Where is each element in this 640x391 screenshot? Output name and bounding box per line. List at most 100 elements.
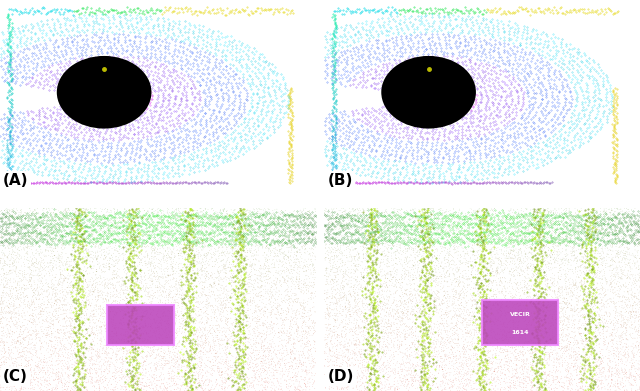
Point xyxy=(472,332,483,338)
Point xyxy=(611,250,621,256)
Point xyxy=(193,212,204,218)
Point xyxy=(397,276,408,282)
Point xyxy=(460,228,470,235)
Point xyxy=(352,375,362,382)
Point xyxy=(459,319,469,325)
Point xyxy=(255,307,266,313)
Point xyxy=(123,347,133,353)
Point xyxy=(326,334,337,340)
Point xyxy=(519,332,529,338)
Point xyxy=(202,305,212,312)
Point xyxy=(284,340,294,346)
Point xyxy=(458,373,468,380)
Point xyxy=(324,245,335,251)
Point xyxy=(607,205,617,212)
Point xyxy=(522,285,532,291)
Point xyxy=(365,266,376,272)
Point xyxy=(34,369,44,376)
Point xyxy=(463,227,473,233)
Point xyxy=(16,209,26,215)
Point xyxy=(523,281,533,287)
Point xyxy=(305,283,316,289)
Point xyxy=(296,235,307,241)
Point xyxy=(145,334,156,340)
Point xyxy=(118,375,128,381)
Point xyxy=(121,351,131,357)
Point xyxy=(547,386,557,391)
Point xyxy=(60,357,70,364)
Point xyxy=(46,315,56,321)
Point xyxy=(12,219,22,226)
Point xyxy=(84,296,94,303)
Point xyxy=(364,230,374,236)
Point xyxy=(385,271,396,278)
Point xyxy=(137,317,147,323)
Point xyxy=(67,247,77,253)
Point xyxy=(35,291,45,298)
Point xyxy=(564,341,574,347)
Point xyxy=(54,280,64,286)
Point xyxy=(218,304,228,310)
Point xyxy=(363,260,373,267)
Point xyxy=(225,261,235,267)
Point xyxy=(182,334,193,340)
Point xyxy=(363,312,373,318)
Point xyxy=(467,329,477,335)
Point xyxy=(475,294,485,300)
Point xyxy=(415,379,426,386)
Point xyxy=(459,346,469,353)
Point xyxy=(282,233,292,239)
Point xyxy=(466,259,476,265)
Point xyxy=(437,316,447,322)
Point xyxy=(239,235,249,241)
Point xyxy=(595,268,605,274)
Point xyxy=(543,264,554,270)
Point xyxy=(221,244,232,250)
Point xyxy=(398,316,408,322)
Point xyxy=(545,326,556,332)
Point xyxy=(266,230,276,236)
Point xyxy=(575,379,585,386)
Point xyxy=(134,208,144,214)
Point xyxy=(346,277,356,283)
Point xyxy=(484,276,494,282)
Point xyxy=(263,287,273,293)
Point xyxy=(29,343,39,349)
Point xyxy=(155,246,165,252)
Point xyxy=(259,343,269,349)
Point xyxy=(212,213,223,220)
Point xyxy=(575,330,585,337)
Point xyxy=(4,210,15,216)
Point xyxy=(296,229,306,235)
Point xyxy=(564,235,574,241)
Point xyxy=(214,321,224,328)
Point xyxy=(59,308,69,314)
Point xyxy=(13,337,23,343)
Point xyxy=(88,269,99,275)
Point xyxy=(35,368,45,375)
Point xyxy=(634,343,640,349)
Point xyxy=(494,216,504,222)
Point xyxy=(392,321,403,327)
Point xyxy=(471,302,481,308)
Point xyxy=(621,369,631,375)
Point xyxy=(3,262,13,268)
Point xyxy=(490,273,500,279)
Point xyxy=(529,273,539,280)
Point xyxy=(383,321,394,327)
Point xyxy=(559,271,570,278)
Point xyxy=(161,330,172,336)
Point xyxy=(499,376,509,382)
Point xyxy=(406,308,417,314)
Point xyxy=(292,299,303,305)
Point xyxy=(193,383,204,389)
Point xyxy=(495,220,505,226)
Point xyxy=(280,222,291,228)
Point xyxy=(360,387,371,391)
Point xyxy=(248,211,258,217)
Point xyxy=(610,304,620,310)
Point xyxy=(497,220,507,226)
Point xyxy=(513,318,524,325)
Point xyxy=(184,384,194,390)
Point xyxy=(286,276,296,282)
